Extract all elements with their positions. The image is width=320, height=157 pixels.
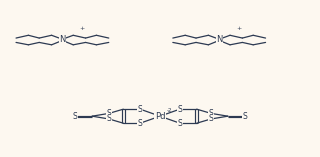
Text: S: S xyxy=(242,112,247,121)
Text: S: S xyxy=(209,109,213,118)
Text: -2: -2 xyxy=(167,108,172,113)
Text: S: S xyxy=(73,112,78,121)
Text: S: S xyxy=(209,114,213,124)
Text: Pd: Pd xyxy=(155,112,165,121)
Text: S: S xyxy=(138,105,142,114)
Text: +: + xyxy=(80,26,85,31)
Text: N: N xyxy=(59,35,66,44)
Text: S: S xyxy=(107,114,111,124)
Text: S: S xyxy=(178,119,182,128)
Text: N: N xyxy=(216,35,222,44)
Text: S: S xyxy=(178,105,182,114)
Text: S: S xyxy=(138,119,142,128)
Text: S: S xyxy=(107,109,111,118)
Text: +: + xyxy=(236,26,242,31)
